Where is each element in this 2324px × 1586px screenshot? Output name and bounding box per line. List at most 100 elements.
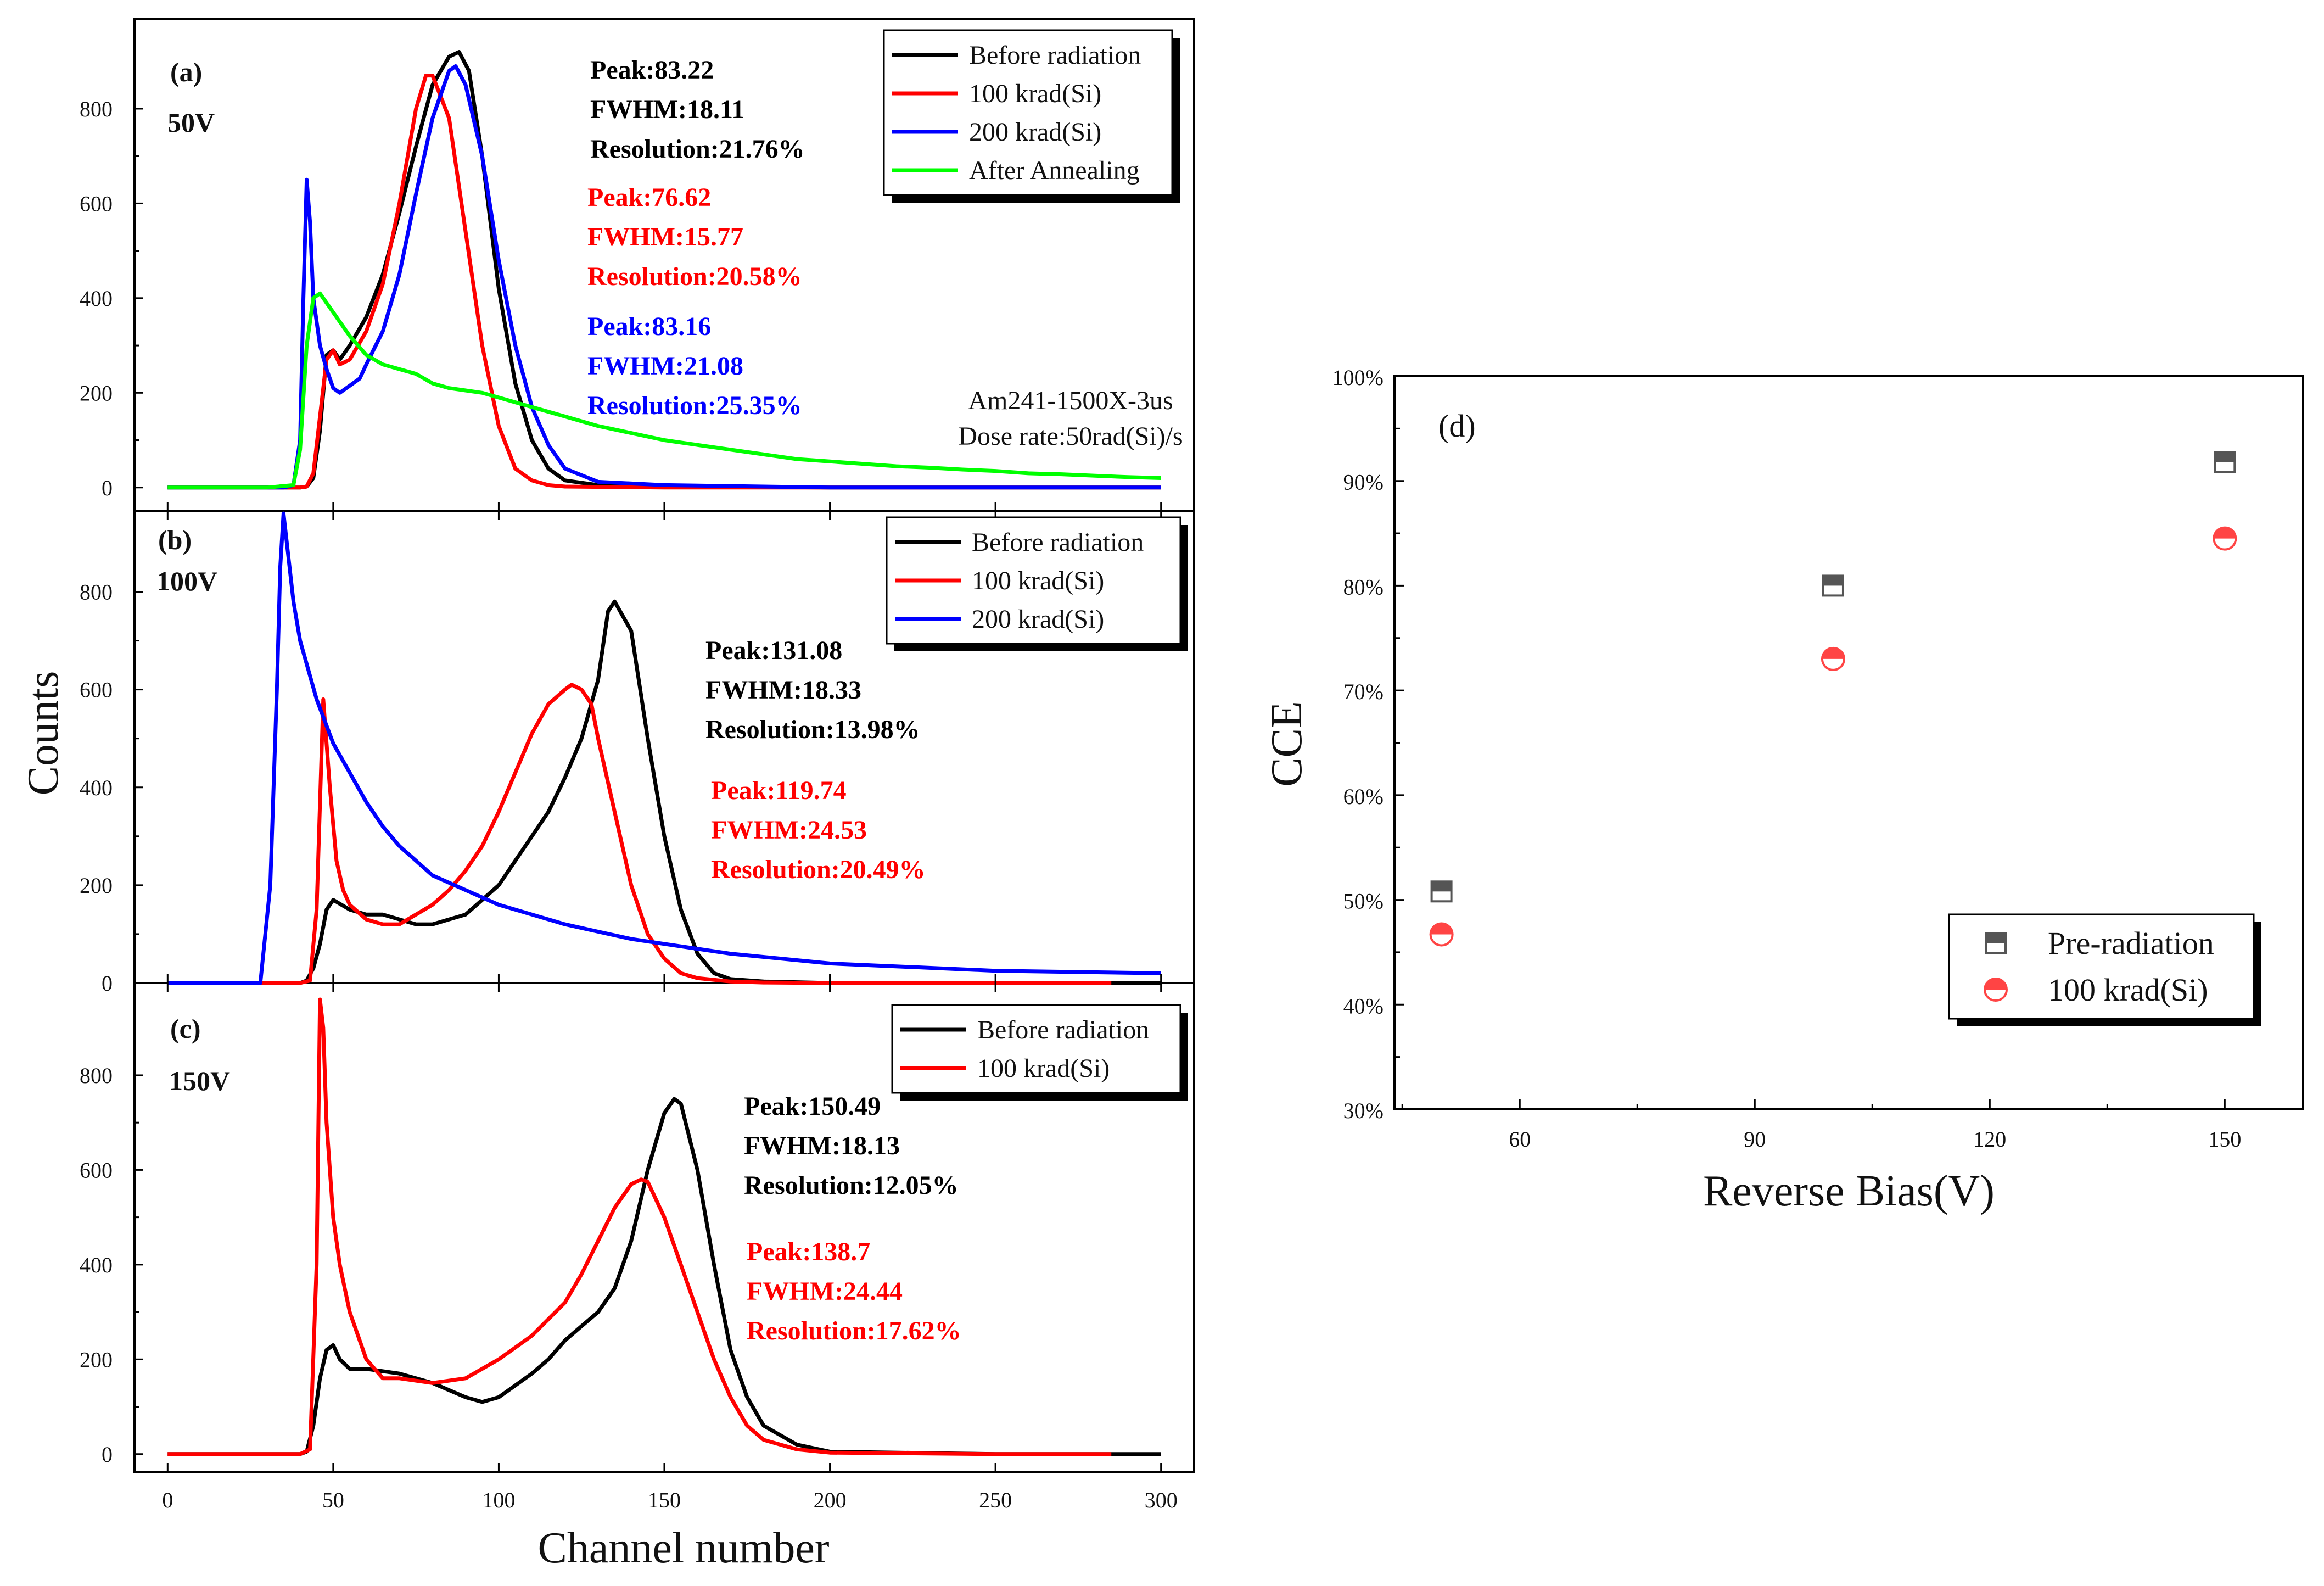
x-tick-label: 150 [648, 1488, 681, 1512]
x-tick-label: 250 [979, 1488, 1012, 1512]
panel-d-y-tick-label: 60% [1343, 784, 1384, 809]
axis-ticks: 0 200 400 600 800 0 200 400 600 800 0 200 400 600 800 0… [80, 97, 1178, 1512]
panel-a-curve-red [167, 74, 1161, 490]
panel-b-curve-red [167, 683, 1112, 985]
panel-c-curve-black [167, 1097, 1161, 1456]
panel-d-x-tick-label: 120 [1973, 1127, 2006, 1152]
x-tick-label: 200 [814, 1488, 847, 1512]
legend-label: 200 krad(Si) [969, 118, 1101, 147]
panel-c-curve-red [167, 997, 1112, 1456]
legend-box [886, 516, 1181, 645]
stat-fwhm: FWHM:24.44 [747, 1277, 903, 1306]
legends: Before radiation 100 krad(Si) 200 krad(Si)… [883, 29, 1188, 1101]
stat-resolution: Resolution:13.98% [705, 715, 920, 744]
shared-y-axis-label: Counts [19, 671, 68, 796]
panel-b-y-tick-label: 0 [102, 971, 113, 996]
dose-rate-annotation: Dose rate:50rad(Si)/s [958, 422, 1183, 451]
legend-box [883, 29, 1173, 196]
panel-d-y-tick-label: 90% [1343, 470, 1384, 495]
stat-peak: Peak:76.62 [587, 183, 711, 212]
panel-d-label: (d) [1438, 408, 1476, 444]
panel-c-y-tick-label: 600 [80, 1158, 113, 1182]
legend-label: 200 krad(Si) [972, 605, 1104, 634]
stat-peak: Peak:83.16 [587, 312, 711, 341]
x-tick-label: 0 [162, 1488, 173, 1512]
panel-d-y-tick-label: 80% [1343, 574, 1384, 599]
legend-label: After Annealing [969, 156, 1140, 185]
source-annotation: Am241-1500X-3us [968, 386, 1173, 415]
panel-b-voltage: 100V [156, 566, 217, 596]
stat-fwhm: FWHM:24.53 [711, 816, 867, 845]
stat-fwhm: FWHM:18.13 [744, 1131, 900, 1160]
panel-b-y-tick-label: 400 [80, 775, 113, 800]
panel-d-y-tick-label: 100% [1332, 365, 1384, 390]
panel-a-voltage: 50V [167, 107, 215, 138]
stat-peak: Peak:119.74 [711, 776, 847, 805]
half-square-marker-fill [1431, 881, 1452, 892]
panel-a-y-tick-label: 200 [80, 381, 113, 405]
panel-a-y-tick-label: 800 [80, 97, 113, 121]
half-circle-marker-fill [1430, 923, 1453, 935]
legend-label: 100 krad(Si) [977, 1054, 1110, 1083]
panel-a-y-tick-label: 600 [80, 191, 113, 216]
stat-peak: Peak:150.49 [744, 1092, 881, 1121]
stat-resolution: Resolution:20.58% [587, 262, 802, 291]
annotations: (a) 50V (b) 100V (c) 150V Peak:83.22 FWHM:18.11… [156, 55, 1183, 1345]
panel-d-legend-label: Pre-radiation [2048, 925, 2214, 961]
panel-d-x-tick-label: 60 [1509, 1127, 1531, 1152]
panel-a-curve-blue [167, 64, 1161, 490]
panel-d-y-tick-label: 50% [1343, 889, 1384, 914]
panel-c-y-tick-label: 200 [80, 1347, 113, 1372]
legend-label: 100 krad(Si) [972, 566, 1104, 595]
stat-fwhm: FWHM:15.77 [587, 222, 743, 252]
panel-a-label: (a) [170, 57, 202, 87]
cce-chart: 30% 40% 50% 60% 70% 80% 90% 100% 60 90 120 150 (d) Re… [1263, 365, 2304, 1215]
stat-resolution: Resolution:17.62% [747, 1316, 961, 1345]
half-circle-marker-fill [2214, 527, 2236, 539]
half-square-marker-fill [2215, 452, 2235, 462]
panel-d-y-tick-label: 30% [1343, 1098, 1384, 1123]
panel-c-voltage: 150V [169, 1065, 230, 1096]
half-square-marker-fill [1823, 576, 1843, 586]
panel-b-y-tick-label: 800 [80, 580, 113, 605]
stat-fwhm: FWHM:18.11 [590, 95, 744, 124]
stat-fwhm: FWHM:21.08 [587, 351, 743, 381]
panel-d-x-tick-label: 90 [1744, 1127, 1766, 1152]
legend-box [891, 1004, 1181, 1094]
panel-b-y-tick-label: 600 [80, 678, 113, 702]
stat-peak: Peak:138.7 [747, 1237, 870, 1266]
panel-c-y-tick-label: 800 [80, 1063, 113, 1088]
half-square-marker-fill [1986, 933, 2006, 943]
spectrum-curves [167, 50, 1161, 1456]
panel-d-y-tick-label: 70% [1343, 679, 1384, 704]
stat-resolution: Resolution:25.35% [587, 391, 802, 420]
stat-fwhm: FWHM:18.33 [705, 675, 861, 705]
panel-d-x-tick-label: 150 [2208, 1127, 2241, 1152]
stat-resolution: Resolution:20.49% [711, 855, 926, 884]
panel-d-legend-label: 100 krad(Si) [2048, 972, 2208, 1008]
panel-d-y-axis-label: CCE [1263, 701, 1311, 787]
half-circle-marker-fill [1822, 647, 1844, 659]
panel-a-curve-green [167, 291, 1161, 490]
panel-d-y-tick-label: 40% [1343, 993, 1384, 1018]
x-tick-label: 300 [1145, 1488, 1178, 1512]
x-tick-label: 100 [482, 1488, 515, 1512]
panel-c-y-tick-label: 400 [80, 1253, 113, 1277]
panel-a-y-tick-label: 400 [80, 286, 113, 311]
panel-b-curve-blue [167, 511, 1161, 985]
panel-c-label: (c) [170, 1013, 201, 1044]
panel-b-curve-black [167, 599, 1161, 985]
stat-peak: Peak:131.08 [705, 636, 842, 665]
legend-label: Before radiation [977, 1015, 1149, 1045]
shared-x-axis-label: Channel number [538, 1524, 830, 1572]
panel-b-y-tick-label: 200 [80, 873, 113, 898]
legend-label: Before radiation [969, 41, 1141, 70]
panel-b-label: (b) [158, 524, 192, 555]
panel-d-x-axis-label: Reverse Bias(V) [1703, 1167, 1995, 1215]
stat-peak: Peak:83.22 [590, 55, 714, 85]
x-tick-label: 50 [322, 1488, 344, 1512]
panel-d-legend-box [1948, 913, 2255, 1020]
legend-label: Before radiation [972, 528, 1144, 557]
